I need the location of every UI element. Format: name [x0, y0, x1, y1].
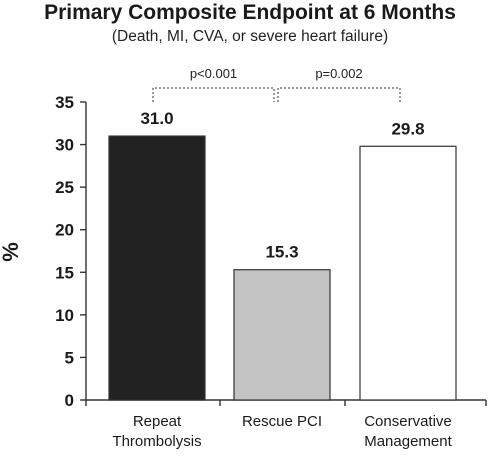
y-tick-label: 25: [55, 178, 74, 197]
x-category-label: Thrombolysis: [112, 433, 201, 450]
y-tick-label: 10: [55, 306, 74, 325]
y-axis-label: %: [0, 242, 23, 262]
bar: [108, 135, 206, 401]
bar-value-label: 31.0: [140, 109, 173, 128]
x-category-label: Repeat: [133, 413, 182, 430]
y-tick-label: 5: [65, 348, 74, 367]
y-tick-label: 20: [55, 221, 74, 240]
y-tick-label: 35: [55, 93, 74, 112]
x-category-label: Rescue PCI: [242, 413, 322, 430]
chart-title: Primary Composite Endpoint at 6 Months: [44, 1, 456, 24]
x-category-label: Conservative: [364, 413, 452, 430]
bar: [233, 269, 331, 401]
significance-bracket: [277, 87, 401, 102]
bar-value-label: 29.8: [391, 119, 424, 138]
bar: [359, 145, 457, 401]
p-value-label: p=0.002: [315, 66, 362, 81]
significance-bracket: [152, 87, 275, 102]
y-tick-label: 15: [55, 263, 74, 282]
x-category-label: Management: [364, 433, 452, 450]
y-tick-label: 0: [65, 391, 74, 410]
chart-subtitle: (Death, MI, CVA, or severe heart failure…: [111, 28, 389, 45]
y-tick-label: 30: [55, 136, 74, 155]
p-value-label: p<0.001: [190, 66, 237, 81]
bar-value-label: 15.3: [265, 243, 298, 262]
